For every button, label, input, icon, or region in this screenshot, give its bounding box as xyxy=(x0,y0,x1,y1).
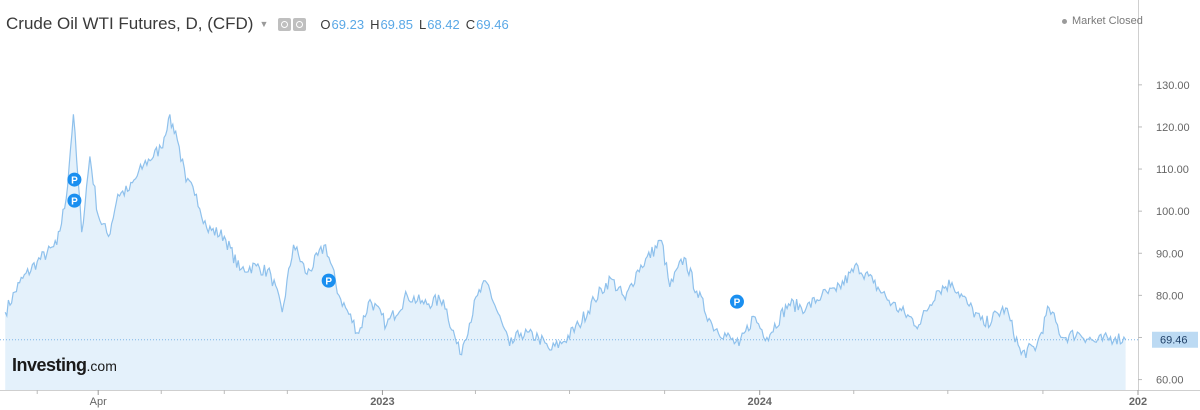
status-dot-icon xyxy=(1062,18,1067,24)
caret-down-icon[interactable]: ▼ xyxy=(259,19,269,29)
logo-domain: .com xyxy=(86,358,117,374)
instrument-title[interactable]: Crude Oil WTI Futures, D, (CFD) xyxy=(6,14,254,33)
ohlc-open-key: O xyxy=(320,16,331,32)
y-tick-label: 130.00 xyxy=(1156,80,1190,92)
event-marker-label: P xyxy=(71,176,78,187)
x-tick-label: 2024 xyxy=(747,396,772,408)
y-tick-label: 80.00 xyxy=(1156,290,1184,302)
settings-icon[interactable] xyxy=(278,17,292,31)
event-marker-icon[interactable]: P xyxy=(729,294,744,309)
gear-icon[interactable] xyxy=(293,17,307,31)
chart-header: Crude Oil WTI Futures, D, (CFD) ▼ O 69.2… xyxy=(6,14,509,34)
event-marker-dot xyxy=(321,273,336,288)
market-status: Market Closed xyxy=(1062,15,1143,27)
market-status-text: Market Closed xyxy=(1072,15,1143,27)
logo-wordmark: Investing xyxy=(12,355,87,375)
event-marker-icon[interactable]: P xyxy=(67,193,82,208)
ohlc-close-key: C xyxy=(465,16,476,32)
event-marker-icon[interactable]: P xyxy=(321,273,336,288)
ohlc-high-key: H xyxy=(370,16,380,32)
event-marker-icon[interactable]: P xyxy=(67,172,82,187)
event-marker-dot xyxy=(67,193,82,208)
ohlc-low-key: L xyxy=(419,16,427,32)
y-tick-label: 100.00 xyxy=(1156,206,1190,218)
x-tick-label: Apr xyxy=(90,396,107,408)
event-marker-label: P xyxy=(71,197,78,208)
event-marker-label: P xyxy=(734,298,741,309)
y-tick-label: 90.00 xyxy=(1156,248,1184,260)
price-line xyxy=(4,114,1127,359)
event-marker-label: P xyxy=(325,277,332,288)
ohlc-close-value: 69.46 xyxy=(476,16,509,32)
event-marker-dot xyxy=(729,294,744,309)
last-price-badge xyxy=(1152,331,1198,348)
y-tick-label: 110.00 xyxy=(1156,164,1189,176)
y-tick-label: 60.00 xyxy=(1156,375,1184,387)
last-price-label: 69.46 xyxy=(1160,335,1188,347)
investing-logo[interactable]: Investing.com xyxy=(12,355,117,376)
ohlc-high-value: 69.85 xyxy=(380,16,413,32)
settings-group xyxy=(278,17,307,31)
x-tick-label: 202 xyxy=(1129,396,1147,408)
x-tick-label: 2023 xyxy=(370,396,394,408)
price-area-fill xyxy=(5,114,1126,391)
event-marker-dot xyxy=(67,172,82,187)
ohlc-open-value: 69.23 xyxy=(331,16,365,32)
ohlc-low-value: 68.42 xyxy=(427,16,460,32)
y-tick-label: 120.00 xyxy=(1156,122,1190,134)
